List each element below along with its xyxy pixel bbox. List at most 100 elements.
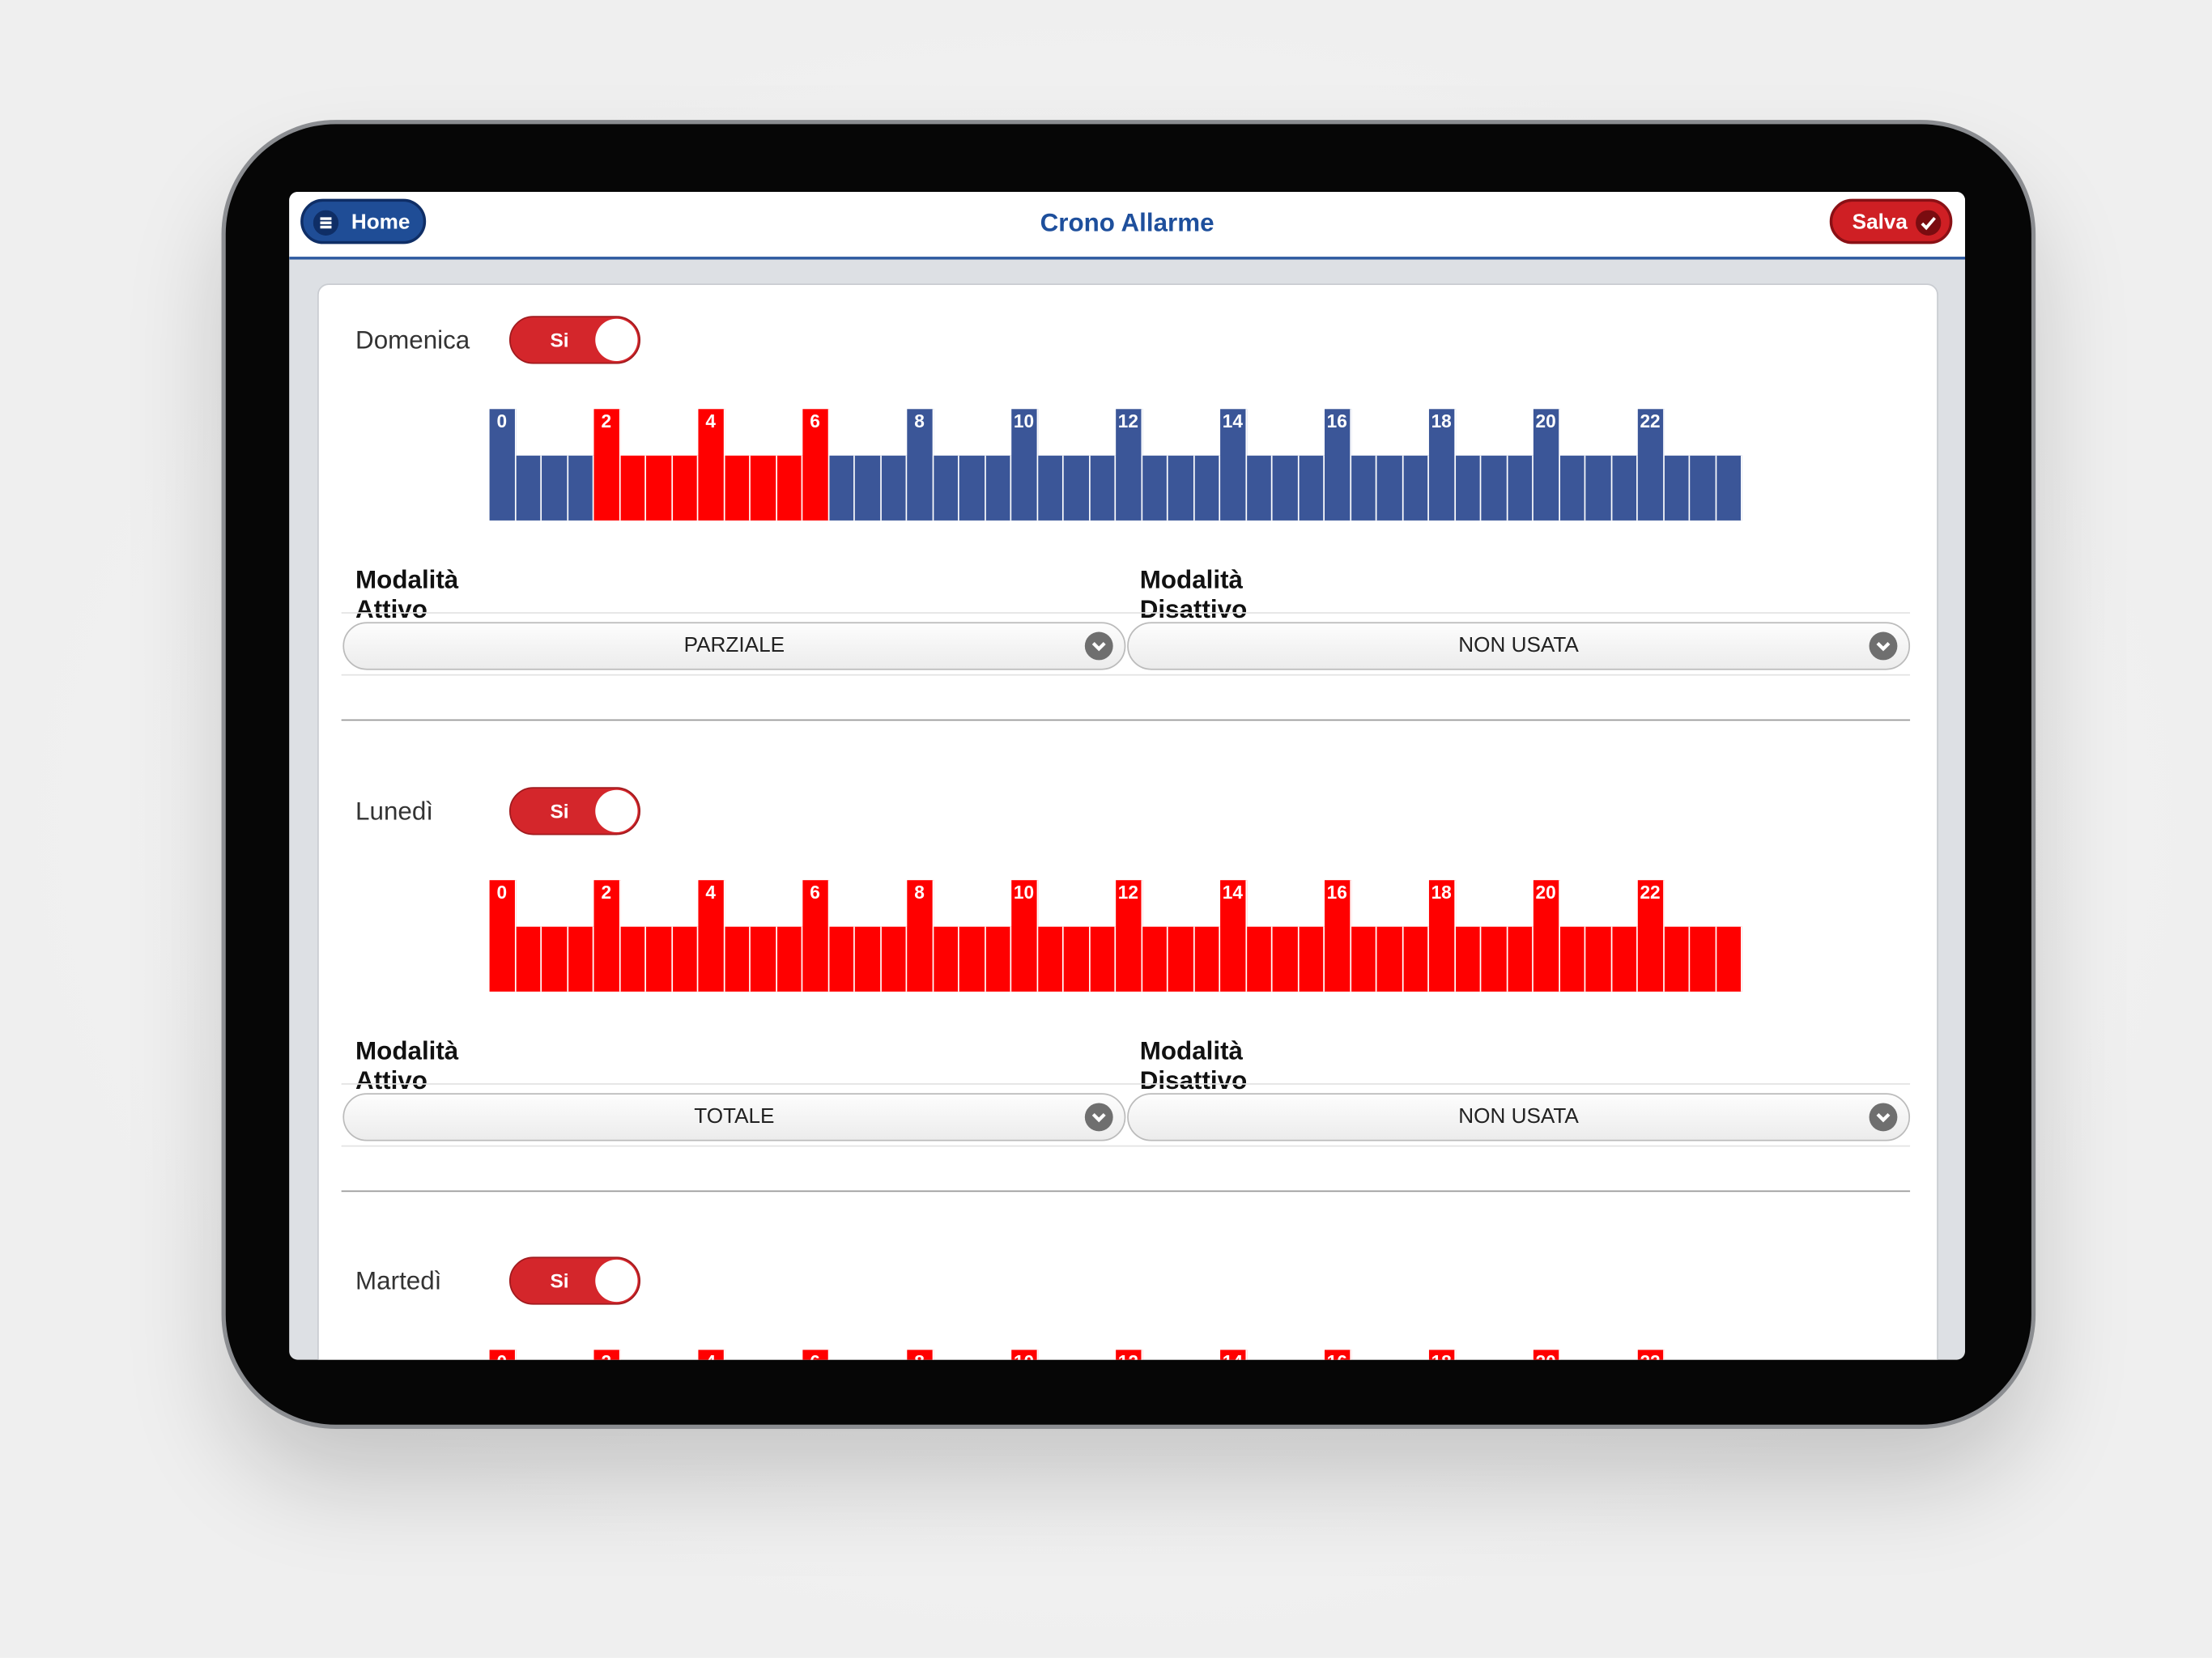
time-slot[interactable]: 12	[1116, 879, 1142, 991]
time-slot[interactable]	[1507, 455, 1534, 521]
time-slot[interactable]	[724, 455, 751, 521]
time-slot[interactable]: 14	[1220, 879, 1247, 991]
time-slot[interactable]: 0	[489, 879, 516, 991]
time-slot[interactable]: 8	[907, 409, 934, 521]
time-slot[interactable]	[854, 925, 882, 991]
time-slot[interactable]	[1376, 455, 1403, 521]
time-slot[interactable]: 18	[1428, 409, 1456, 521]
time-slot[interactable]: 8	[907, 1350, 934, 1360]
select[interactable]: TOTALE	[342, 1092, 1126, 1141]
time-slot[interactable]	[1193, 925, 1221, 991]
time-slot[interactable]: 16	[1325, 879, 1351, 991]
time-slot[interactable]	[515, 455, 542, 521]
time-slot[interactable]	[1272, 455, 1299, 521]
time-slot[interactable]: 12	[1116, 409, 1142, 521]
time-slot[interactable]	[933, 925, 959, 991]
time-slot[interactable]: 20	[1533, 409, 1560, 521]
time-slot[interactable]	[1611, 455, 1638, 521]
time-slot[interactable]	[1455, 455, 1482, 521]
time-slot[interactable]	[1351, 925, 1377, 991]
time-slot[interactable]	[1037, 455, 1064, 521]
time-slot[interactable]	[568, 455, 594, 521]
time-slot[interactable]	[1272, 925, 1299, 991]
time-slot[interactable]	[1402, 925, 1429, 991]
time-slot[interactable]: 12	[1116, 1350, 1142, 1360]
time-slot[interactable]	[828, 925, 855, 991]
time-slot[interactable]: 18	[1428, 879, 1456, 991]
time-slot[interactable]: 16	[1325, 1350, 1351, 1360]
time-slot[interactable]	[515, 925, 542, 991]
time-slot[interactable]	[959, 925, 985, 991]
select[interactable]: PARZIALE	[342, 622, 1126, 670]
save-button[interactable]: Salva	[1829, 198, 1953, 244]
time-slot[interactable]	[1664, 925, 1691, 991]
time-slot[interactable]	[724, 925, 751, 991]
time-slot[interactable]: 8	[907, 879, 934, 991]
time-slot[interactable]	[542, 455, 568, 521]
select[interactable]: NON USATA	[1127, 1092, 1911, 1141]
time-slot[interactable]	[1298, 925, 1325, 991]
time-slot[interactable]	[1193, 455, 1221, 521]
time-slot[interactable]	[881, 455, 908, 521]
time-slot[interactable]	[672, 925, 699, 991]
time-slot[interactable]	[1298, 455, 1325, 521]
home-button[interactable]: Home	[300, 198, 427, 244]
toggle[interactable]: Si	[508, 1256, 641, 1305]
time-slot[interactable]	[1246, 925, 1273, 991]
time-slot[interactable]	[1455, 925, 1482, 991]
time-slot[interactable]	[1089, 455, 1117, 521]
time-slot[interactable]: 14	[1220, 409, 1247, 521]
time-slot[interactable]	[1402, 455, 1429, 521]
time-slot[interactable]	[1559, 925, 1586, 991]
time-slot[interactable]	[1246, 455, 1273, 521]
toggle[interactable]: Si	[508, 786, 641, 835]
time-slot[interactable]: 6	[802, 1350, 829, 1360]
time-slot[interactable]: 6	[802, 409, 829, 521]
time-slot[interactable]: 10	[1011, 409, 1038, 521]
time-slot[interactable]: 14	[1220, 1350, 1247, 1360]
time-slot[interactable]	[1063, 925, 1090, 991]
time-slot[interactable]	[542, 925, 568, 991]
time-slot[interactable]: 0	[489, 1350, 516, 1360]
time-slot[interactable]	[568, 925, 594, 991]
time-slot[interactable]	[776, 455, 803, 521]
time-slot[interactable]	[854, 455, 882, 521]
time-slot[interactable]	[1507, 925, 1534, 991]
time-slot[interactable]	[985, 925, 1012, 991]
time-slot[interactable]	[776, 925, 803, 991]
time-slot[interactable]	[881, 925, 908, 991]
time-slot[interactable]: 2	[593, 409, 620, 521]
time-slot[interactable]	[959, 455, 985, 521]
select[interactable]: NON USATA	[1127, 622, 1911, 670]
time-slot[interactable]	[1611, 925, 1638, 991]
time-slot[interactable]	[985, 455, 1012, 521]
time-slot[interactable]: 2	[593, 1350, 620, 1360]
time-slot[interactable]	[1168, 455, 1194, 521]
time-slot[interactable]: 4	[698, 409, 725, 521]
time-slot[interactable]	[645, 455, 673, 521]
time-slot[interactable]	[1690, 455, 1716, 521]
time-slot[interactable]: 10	[1011, 1350, 1038, 1360]
time-slot[interactable]: 16	[1325, 409, 1351, 521]
time-slot[interactable]: 22	[1637, 409, 1665, 521]
time-slot[interactable]	[1142, 925, 1168, 991]
time-slot[interactable]	[933, 455, 959, 521]
time-slot[interactable]: 0	[489, 409, 516, 521]
time-slot[interactable]	[1716, 925, 1742, 991]
time-slot[interactable]: 18	[1428, 1350, 1456, 1360]
time-slot[interactable]	[1585, 925, 1612, 991]
time-slot[interactable]	[1168, 925, 1194, 991]
time-slot[interactable]	[619, 455, 646, 521]
time-slot[interactable]	[619, 925, 646, 991]
time-slot[interactable]	[1089, 925, 1117, 991]
time-slot[interactable]	[1142, 455, 1168, 521]
time-slot[interactable]	[1351, 455, 1377, 521]
time-slot[interactable]	[1481, 455, 1508, 521]
time-slot[interactable]	[1716, 455, 1742, 521]
time-slot[interactable]	[750, 925, 777, 991]
time-slot[interactable]: 22	[1637, 1350, 1665, 1360]
time-slot[interactable]	[645, 925, 673, 991]
time-slot[interactable]	[1376, 925, 1403, 991]
time-slot[interactable]	[1063, 455, 1090, 521]
time-slot[interactable]	[1664, 455, 1691, 521]
